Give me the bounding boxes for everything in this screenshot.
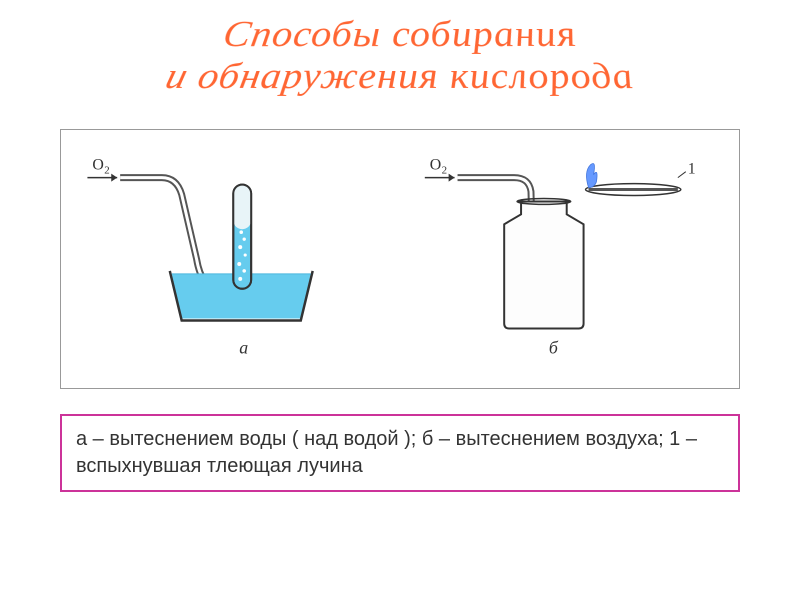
diagram-container: O 2 а O 2 xyxy=(60,129,740,389)
bubble xyxy=(242,269,246,273)
o2-sub-right: 2 xyxy=(442,165,447,177)
flame xyxy=(586,163,597,187)
caption-text: а – вытеснением воды ( над водой ); б – … xyxy=(76,426,724,480)
label-1: 1 xyxy=(688,161,696,178)
test-tube-gas xyxy=(233,185,251,230)
bubble xyxy=(238,245,242,249)
title-line1: Способы собирания xyxy=(220,13,581,56)
bubble xyxy=(238,277,242,281)
title-line2: и обнаружения кислорода xyxy=(161,55,638,98)
label-b: б xyxy=(549,337,559,357)
label-1-pointer xyxy=(678,172,686,178)
bubble xyxy=(244,253,247,256)
o2-sub-left: 2 xyxy=(104,165,109,177)
o2-label-left: O xyxy=(92,157,103,174)
title-container: Способы собирания и обнаружения кислород… xyxy=(0,0,800,99)
bubble xyxy=(237,262,241,266)
label-a: а xyxy=(239,337,248,357)
caption-box: а – вытеснением воды ( над водой ); б – … xyxy=(60,414,740,492)
arrow-head-right xyxy=(449,174,455,182)
bubble xyxy=(243,237,246,240)
bubble xyxy=(239,230,243,234)
flask-body xyxy=(504,201,583,328)
o2-label-right: O xyxy=(430,157,441,174)
chemistry-diagram: O 2 а O 2 xyxy=(61,130,739,388)
arrow-head-left xyxy=(111,174,117,182)
